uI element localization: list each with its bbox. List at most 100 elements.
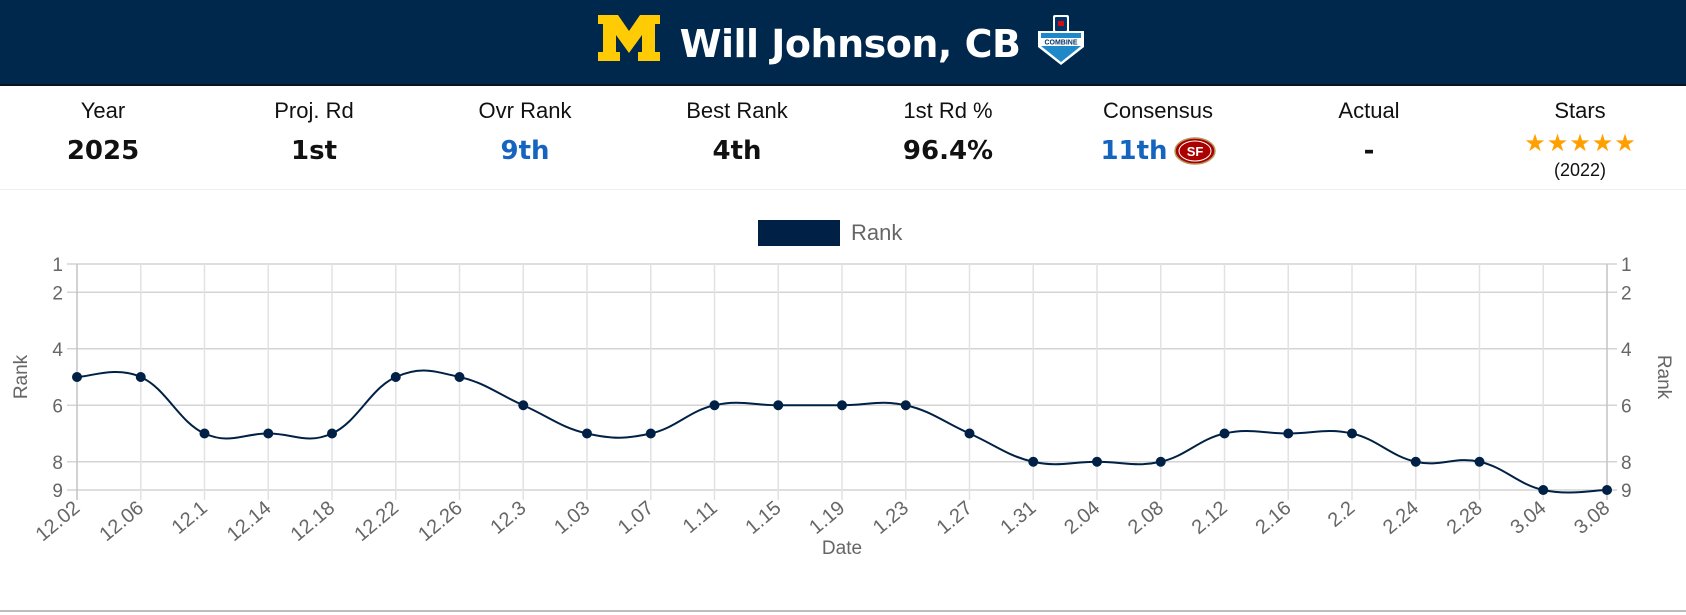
x-tick-label: 2.16 (1251, 497, 1295, 539)
x-tick-label: 2.04 (1060, 497, 1104, 539)
x-tick-label: 3.08 (1570, 497, 1614, 539)
consensus-value[interactable]: 11th (1100, 136, 1168, 166)
x-tick-label: 12.26 (414, 497, 466, 546)
stat-value: 1st (291, 136, 337, 166)
stat-label: Stars (1554, 98, 1606, 123)
data-point[interactable] (1283, 428, 1294, 439)
data-point[interactable] (327, 428, 337, 439)
stat-label: Consensus (1102, 98, 1214, 123)
y-tick-label-left: 8 (52, 453, 63, 474)
y-tick-label-left: 4 (52, 340, 63, 361)
grid (67, 263, 1617, 500)
y-tick-label-right: 1 (1621, 255, 1632, 276)
y-tick-label-right: 2 (1621, 283, 1632, 304)
x-tick-label: 12.22 (350, 497, 402, 546)
data-point[interactable] (1474, 456, 1485, 467)
star-icon: ★ (1591, 130, 1614, 157)
data-point[interactable] (1155, 456, 1166, 467)
49ers-logo-icon: SF (1173, 137, 1216, 165)
data-point[interactable] (135, 372, 146, 382)
y-tick-label-left: 6 (52, 396, 63, 417)
x-tick-label: 12.06 (95, 497, 147, 546)
bottom-divider (0, 610, 1686, 612)
legend-label: Rank (851, 220, 903, 245)
data-points (72, 372, 1612, 495)
x-tick-label: 1.31 (996, 497, 1040, 539)
legend-swatch (758, 220, 840, 246)
x-tick-label: 1.11 (679, 497, 722, 538)
data-point[interactable] (390, 372, 401, 382)
legend[interactable]: Rank (758, 220, 903, 246)
stat-value-wrap: 11th SF (1058, 136, 1258, 166)
x-tick-label: 12.14 (223, 497, 275, 546)
svg-text:SF: SF (1186, 144, 1203, 159)
x-tick-label: 1.15 (741, 497, 785, 539)
star-icon: ★ (1524, 130, 1546, 157)
star-icon: ★ (1546, 130, 1569, 157)
x-tick-label: 12.02 (32, 497, 84, 546)
y-tick-label-right: 8 (1621, 453, 1632, 474)
stars-year: (2022) (1553, 160, 1607, 180)
x-tick-label: 1.27 (933, 497, 977, 539)
y-axis-title-left: Rank (11, 354, 32, 399)
x-tick-label: 1.19 (805, 497, 849, 539)
data-point[interactable] (1347, 428, 1357, 439)
x-tick-label: 3.04 (1506, 497, 1550, 539)
data-point[interactable] (1602, 485, 1612, 495)
player-name: Will Johnson, CB (679, 22, 1021, 66)
stat-label: Year (80, 98, 126, 123)
data-point[interactable] (263, 428, 274, 439)
data-point[interactable] (837, 400, 847, 411)
x-tick-label: 2.28 (1443, 497, 1487, 539)
x-axis-title: Date (822, 538, 862, 559)
x-tick-label: 12.3 (486, 497, 530, 539)
michigan-logo-icon (597, 15, 660, 61)
y-tick-label-left: 9 (52, 481, 63, 502)
data-point[interactable] (454, 372, 465, 382)
data-point[interactable] (1092, 456, 1102, 467)
combine-text: COMBINE (1045, 40, 1078, 47)
data-point[interactable] (1538, 485, 1549, 495)
data-point[interactable] (72, 372, 82, 382)
data-point[interactable] (1219, 428, 1230, 439)
rank-chart: Rank Rank Rank Date 12.02 12.06 12.1 12.14 1… (0, 190, 1686, 610)
star-icon: ★ (1569, 130, 1591, 157)
data-point[interactable] (199, 428, 210, 439)
y-tick-label-right: 6 (1621, 396, 1632, 417)
data-point[interactable] (773, 400, 784, 411)
y-tick-label-right: 9 (1621, 481, 1632, 502)
data-point[interactable] (1028, 456, 1039, 467)
stat-value[interactable]: 9th (500, 136, 550, 166)
nfl-combine-icon: COMBINE (1038, 15, 1085, 65)
stat-label: 1st Rd % (903, 98, 993, 123)
x-tick-label: 12.1 (168, 497, 212, 539)
y-tick-label-left: 2 (52, 283, 63, 304)
data-point[interactable] (964, 428, 975, 439)
x-tick-label: 12.18 (287, 497, 339, 546)
stat-label: Ovr Rank (478, 98, 572, 123)
x-tick-label: 2.12 (1188, 497, 1232, 539)
x-tick-label: 1.23 (869, 497, 913, 539)
header-banner: Will Johnson, CB COMBINE (0, 0, 1686, 86)
stat-label: Best Rank (686, 98, 788, 123)
x-tick-label: 1.03 (550, 497, 594, 539)
x-tick-label: 1.07 (614, 497, 658, 539)
y-tick-label-left: 1 (52, 255, 63, 276)
stat-label: Proj. Rd (274, 98, 354, 123)
data-point[interactable] (1410, 456, 1421, 467)
star-rating: ★ ★ ★ ★ ★ (1480, 132, 1680, 156)
y-tick-labels: 1 1 2 2 4 4 6 6 8 8 9 9 (52, 255, 1632, 502)
data-point[interactable] (709, 400, 720, 411)
data-point[interactable] (518, 400, 529, 411)
data-point[interactable] (582, 428, 592, 439)
stat-value: 4th (712, 136, 762, 166)
data-point[interactable] (900, 400, 911, 411)
data-point[interactable] (645, 428, 656, 439)
stats-bar: Year 2025 Proj. Rd 1st Ovr Rank 9th Best… (0, 86, 1686, 190)
x-tick-label: 2.08 (1124, 497, 1168, 539)
rank-line-chart: Rank Rank Rank Date 12.02 12.06 12.1 12.14 1… (11, 220, 1674, 559)
stat-label: Actual (1338, 98, 1400, 123)
y-axis-title-right: Rank (1653, 355, 1674, 400)
x-tick-label: 2.2 (1324, 497, 1359, 532)
stat-value: 96.4% (902, 136, 994, 166)
